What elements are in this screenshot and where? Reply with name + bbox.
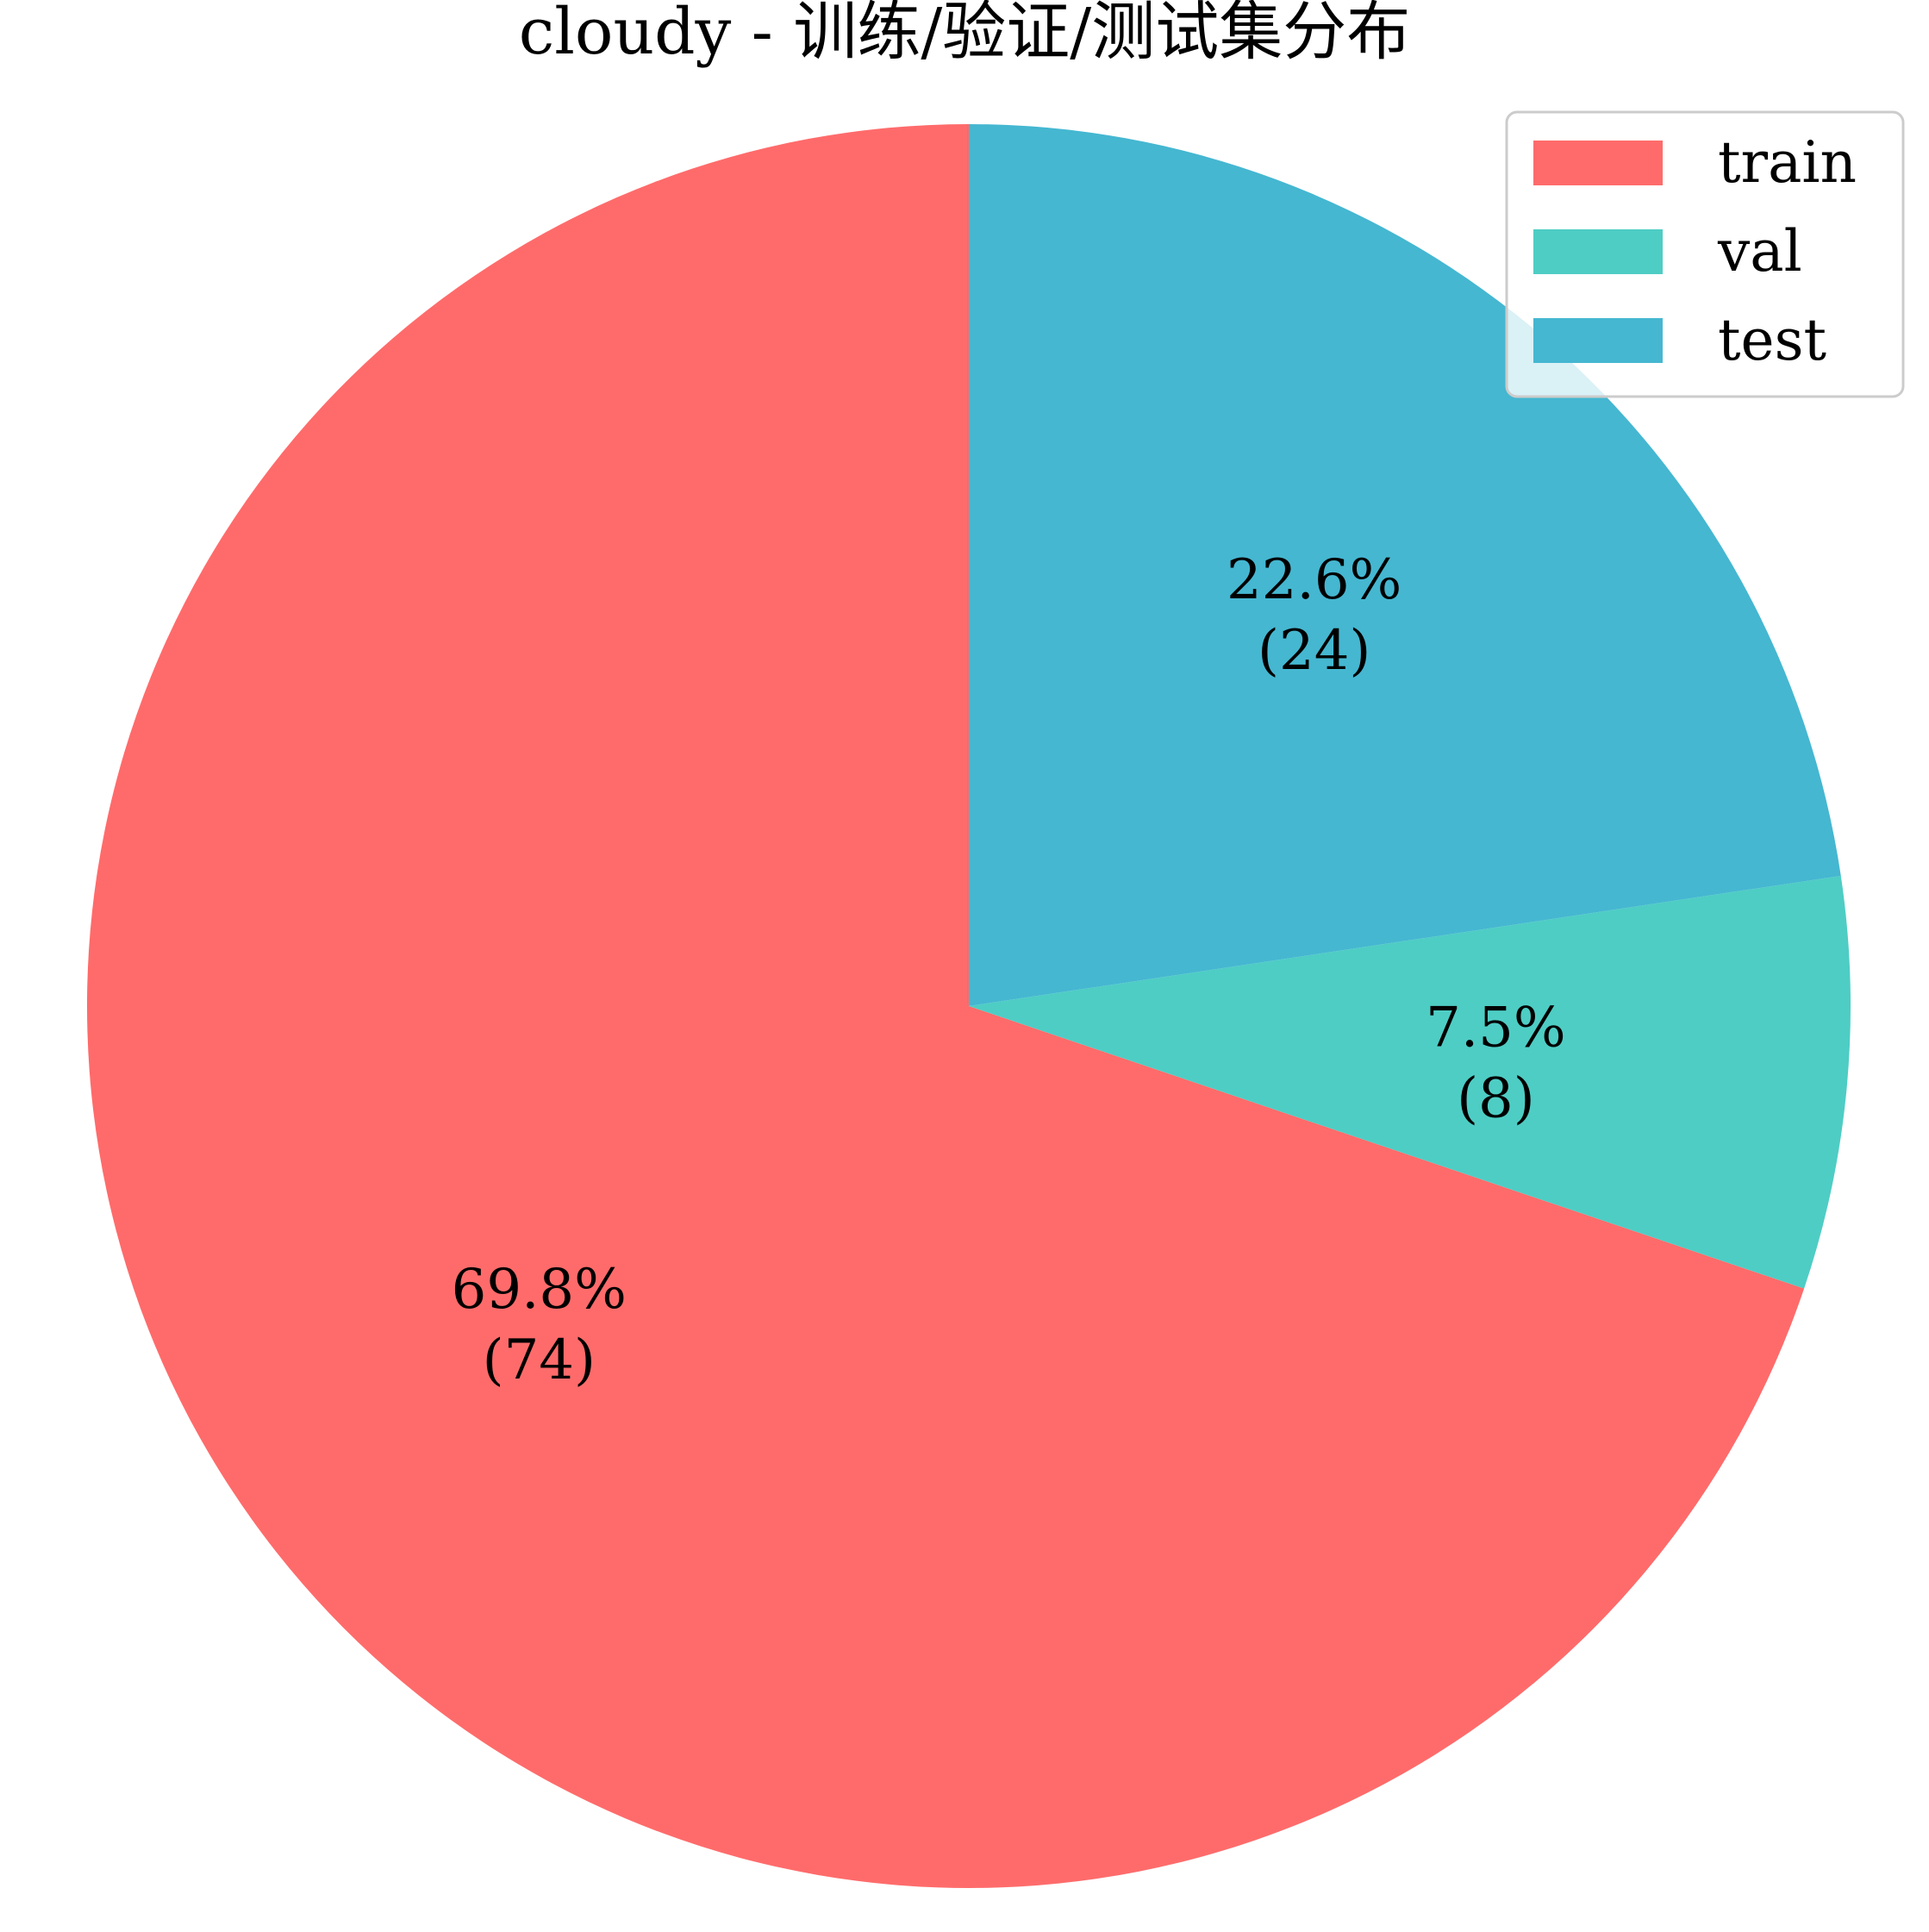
legend: train val test xyxy=(1505,110,1905,398)
legend-label-train: train xyxy=(1718,129,1857,196)
legend-swatch-train xyxy=(1533,141,1663,185)
pie-slice-test xyxy=(969,124,1841,1006)
slice-count-label-val: (8) xyxy=(1457,1067,1535,1131)
chart-title: cloudy - 训练/验证/测试集分布 xyxy=(519,0,1410,69)
pie-labels: 69.8% (74) 7.5% (8) 22.6% (24) xyxy=(452,548,1566,1392)
legend-swatch-test xyxy=(1533,318,1663,363)
slice-percent-label-val: 7.5% xyxy=(1426,997,1566,1060)
slice-count-label-test: (24) xyxy=(1258,619,1370,683)
slice-percent-label-test: 22.6% xyxy=(1227,548,1401,612)
pie-slices xyxy=(86,124,1851,1888)
slice-count-label-train: (74) xyxy=(483,1329,596,1392)
slice-percent-label-train: 69.8% xyxy=(452,1258,627,1322)
legend-label-val: val xyxy=(1717,218,1802,284)
pie-slice-val xyxy=(969,875,1851,1289)
legend-swatch-val xyxy=(1533,229,1663,274)
pie-slice-train xyxy=(86,124,1805,1888)
legend-label-test: test xyxy=(1718,307,1826,373)
